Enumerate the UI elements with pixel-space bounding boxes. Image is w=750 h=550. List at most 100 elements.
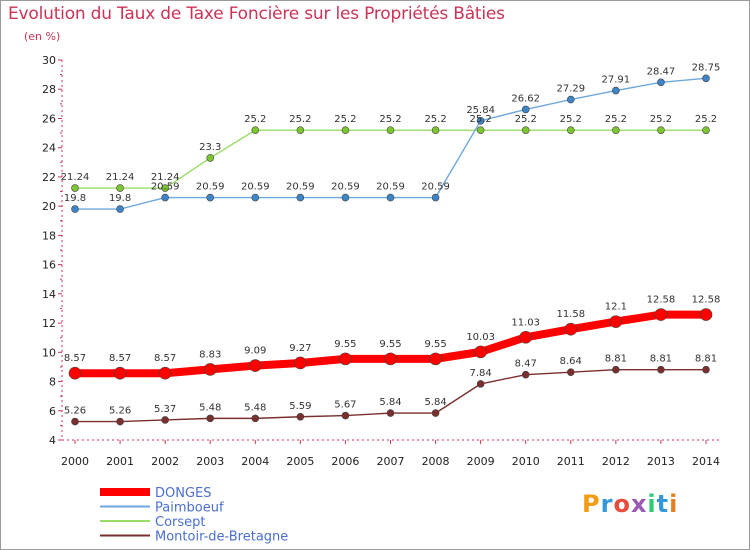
y-tick-label: 30 (42, 54, 56, 67)
data-point-paimboeuf (476, 117, 485, 125)
data-point-paimboeuf (251, 193, 260, 202)
data-label-montoir-de-bretagne: 5.26 (109, 406, 131, 417)
data-point-corsept (161, 184, 169, 192)
x-tick-label: 2006 (331, 455, 359, 468)
data-point-donges (564, 322, 578, 336)
data-label-corsept: 21.24 (151, 172, 180, 183)
y-tick-label: 20 (42, 200, 56, 213)
y-tick-label: 18 (42, 229, 56, 242)
data-point-paimboeuf (296, 193, 305, 202)
x-tick-label: 2007 (377, 455, 405, 468)
data-label-donges: 11.58 (556, 309, 585, 320)
data-point-montoir-de-bretagne (206, 414, 215, 423)
y-tick-label: 16 (42, 259, 56, 272)
data-label-donges: 9.27 (289, 343, 311, 354)
data-point-paimboeuf (702, 74, 710, 83)
x-tick-label: 2008 (422, 455, 450, 468)
data-label-montoir-de-bretagne: 5.84 (424, 397, 446, 408)
y-axis-unit: (en %) (24, 30, 61, 43)
y-tick-label: 24 (42, 142, 56, 155)
data-point-corsept (566, 126, 575, 134)
data-label-paimboeuf: 20.59 (421, 182, 450, 193)
data-point-paimboeuf (521, 105, 530, 114)
legend-label-montoir-de-bretagne: Montoir-de-Bretagne (155, 530, 288, 545)
y-tick-label: 12 (42, 317, 56, 330)
data-point-corsept (341, 126, 350, 134)
data-point-montoir-de-bretagne (612, 365, 620, 374)
logo-letter: P (582, 490, 601, 518)
logo-letter: i (669, 490, 679, 518)
data-label-corsept: 25.2 (560, 114, 582, 125)
data-label-montoir-de-bretagne: 8.81 (650, 354, 672, 365)
data-label-donges: 9.55 (334, 339, 356, 350)
data-point-montoir-de-bretagne (71, 417, 79, 426)
data-label-montoir-de-bretagne: 8.47 (515, 359, 537, 370)
y-tick-label: 22 (42, 171, 56, 184)
data-label-donges: 9.55 (424, 339, 446, 350)
logo-letter: i (647, 490, 657, 518)
y-tick-label: 14 (42, 288, 56, 301)
data-point-donges (248, 359, 262, 372)
data-point-paimboeuf (566, 95, 575, 104)
data-point-donges (68, 366, 82, 380)
data-label-montoir-de-bretagne: 5.59 (289, 401, 311, 412)
data-point-montoir-de-bretagne (657, 365, 665, 374)
data-label-donges: 12.1 (605, 302, 627, 313)
data-point-paimboeuf (341, 193, 350, 202)
data-point-paimboeuf (161, 193, 169, 202)
data-point-paimboeuf (657, 78, 665, 87)
data-label-paimboeuf: 19.8 (64, 193, 86, 204)
data-point-donges (384, 352, 397, 366)
data-label-donges: 9.55 (379, 339, 401, 350)
y-tick-label: 28 (42, 83, 56, 96)
data-point-donges (654, 308, 668, 321)
data-label-donges: 10.03 (466, 332, 495, 343)
data-label-corsept: 25.2 (289, 114, 311, 125)
y-tick-label: 8 (49, 376, 56, 389)
data-label-montoir-de-bretagne: 5.37 (154, 404, 176, 415)
y-tick-label: 6 (49, 405, 56, 418)
data-label-corsept: 25.2 (244, 114, 266, 125)
data-label-corsept: 25.2 (695, 114, 717, 125)
data-label-paimboeuf: 20.59 (241, 182, 270, 193)
data-point-donges (519, 330, 533, 344)
data-point-montoir-de-bretagne (341, 411, 350, 420)
x-tick-label: 2014 (692, 455, 720, 468)
x-tick-label: 2012 (602, 455, 630, 468)
data-label-corsept: 21.24 (106, 172, 135, 183)
data-point-montoir-de-bretagne (702, 365, 710, 374)
data-label-paimboeuf: 27.29 (556, 84, 585, 95)
data-point-montoir-de-bretagne (566, 368, 575, 376)
data-label-corsept: 21.24 (61, 172, 90, 183)
logo-letter: x (630, 490, 648, 518)
data-point-corsept (521, 126, 530, 134)
data-point-corsept (657, 126, 665, 134)
data-point-montoir-de-bretagne (476, 380, 485, 388)
data-point-paimboeuf (71, 205, 79, 213)
logo-letter: t (656, 490, 670, 518)
data-point-corsept (476, 126, 485, 134)
legend-label-corsept: Corsept (155, 515, 206, 530)
data-point-donges (429, 352, 442, 366)
x-tick-label: 2009 (467, 455, 495, 468)
data-label-montoir-de-bretagne: 5.48 (199, 402, 221, 413)
x-tick-label: 2005 (286, 455, 314, 468)
data-label-paimboeuf: 28.75 (692, 62, 721, 73)
data-point-montoir-de-bretagne (116, 417, 124, 426)
data-label-corsept: 25.2 (424, 114, 446, 125)
data-point-paimboeuf (386, 193, 395, 202)
data-label-montoir-de-bretagne: 7.84 (470, 368, 492, 379)
data-label-donges: 8.57 (64, 353, 86, 364)
data-label-corsept: 25.2 (650, 114, 672, 125)
data-point-montoir-de-bretagne (296, 412, 305, 421)
data-label-corsept: 25.2 (334, 114, 356, 125)
data-label-donges: 8.83 (199, 349, 221, 360)
data-point-corsept (251, 126, 260, 134)
data-label-paimboeuf: 25.84 (466, 105, 495, 116)
y-tick-label: 26 (42, 112, 56, 125)
data-label-corsept: 25.2 (379, 114, 401, 125)
x-tick-label: 2003 (196, 455, 224, 468)
x-tick-label: 2001 (106, 455, 134, 468)
